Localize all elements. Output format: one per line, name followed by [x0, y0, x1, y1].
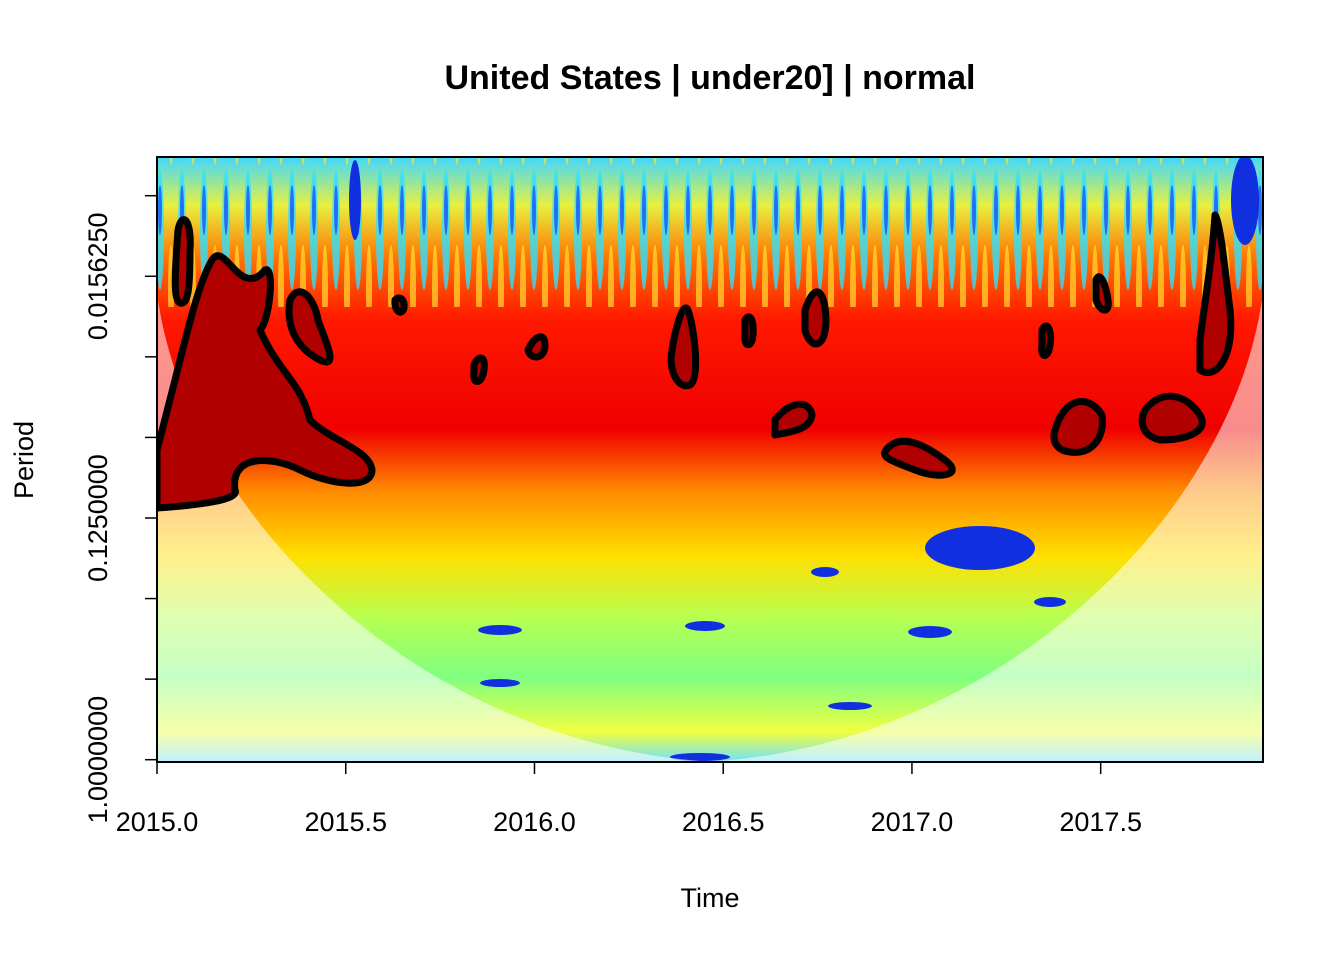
x-tick-label: 2017.0: [871, 807, 954, 837]
x-axis-label: Time: [681, 883, 740, 913]
x-tick-label: 2016.0: [493, 807, 576, 837]
y-tick-label: 0.0156250: [83, 212, 113, 340]
y-tick-label: 0.1250000: [83, 454, 113, 582]
x-tick-label: 2016.5: [682, 807, 765, 837]
x-tick-label: 2015.0: [116, 807, 199, 837]
x-tick-label: 2015.5: [304, 807, 387, 837]
heatmap: [157, 157, 1263, 762]
x-tick-label: 2017.5: [1059, 807, 1142, 837]
power-texture: [157, 157, 1263, 307]
low-power-spots: [349, 157, 1259, 761]
y-tick-label: 1.0000000: [83, 696, 113, 824]
significance-contours: [157, 211, 1235, 512]
plot-frame: [156, 156, 1264, 763]
y-axis-label: Period: [9, 421, 39, 499]
chart-title: United States | under20] | normal: [444, 59, 975, 97]
